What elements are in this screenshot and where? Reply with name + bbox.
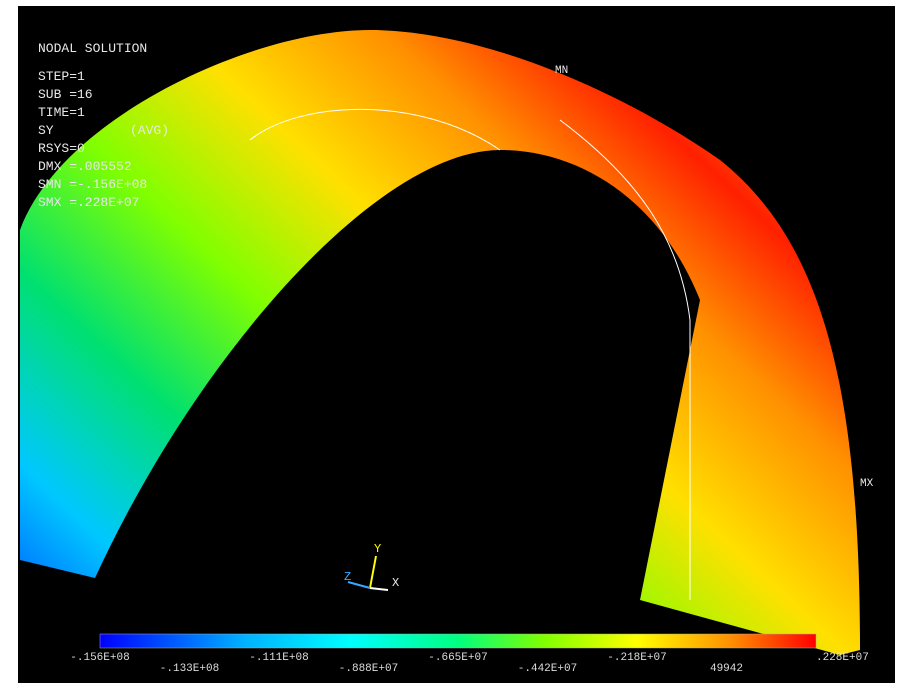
legend-label: -.442E+07 [518, 663, 577, 675]
info-line: SMN =-.156E+08 [38, 177, 147, 192]
legend-label: -.665E+07 [428, 652, 487, 664]
max-marker: MX [860, 478, 874, 490]
axis-y-label: Y [374, 542, 381, 556]
legend-label: -.133E+08 [160, 663, 219, 675]
page: {"info": {"title": "NODAL SOLUTION", "li… [0, 0, 912, 691]
legend-label: -.156E+08 [70, 652, 129, 664]
info-line: RSYS=0 [38, 141, 85, 156]
info-line: STEP=1 [38, 69, 85, 84]
color-bar [100, 634, 816, 648]
viewport: NODAL SOLUTION STEP=1 SUB =16 TIME=1 SY … [0, 0, 912, 691]
legend-label: -.218E+07 [607, 652, 666, 664]
info-title: NODAL SOLUTION [38, 41, 147, 56]
min-marker: MN [555, 65, 568, 77]
legend-label: -.888E+07 [339, 663, 398, 675]
legend-label: .228E+07 [816, 652, 869, 664]
info-line: SY [38, 123, 54, 138]
info-line: SMX =.228E+07 [38, 195, 139, 210]
axis-z-label: Z [344, 570, 351, 584]
legend-label: 49942 [710, 663, 743, 675]
axis-x-label: X [392, 576, 399, 590]
legend-label: -.111E+08 [249, 652, 308, 664]
info-line: TIME=1 [38, 105, 85, 120]
info-line: DMX =.005552 [38, 159, 132, 174]
info-line: (AVG) [130, 123, 169, 138]
info-line: SUB =16 [38, 87, 93, 102]
